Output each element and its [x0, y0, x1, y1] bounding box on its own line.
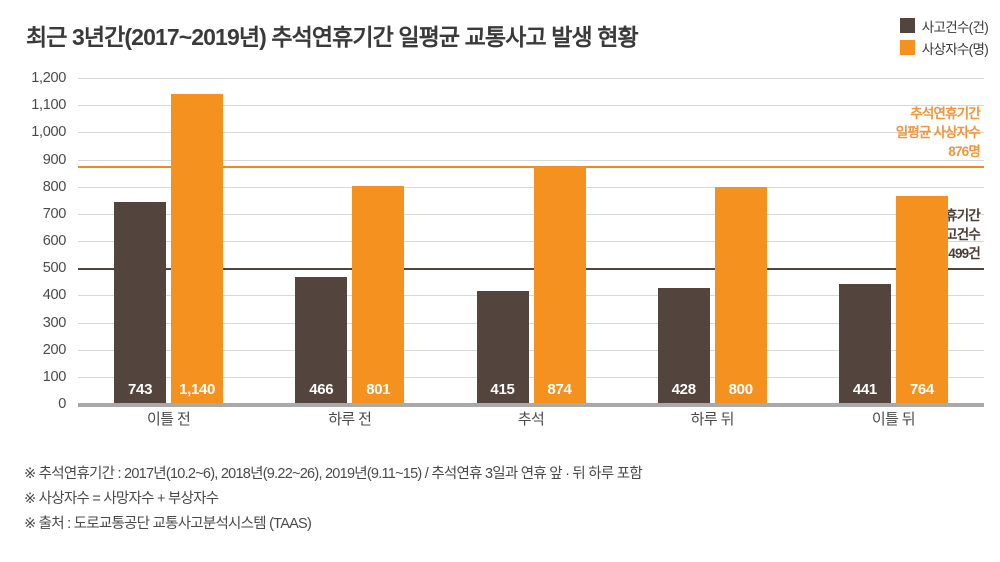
- annotation-casualties-value: 876명: [948, 144, 981, 160]
- bar-accidents[interactable]: 428: [657, 287, 710, 404]
- bar-casualties[interactable]: 801: [352, 186, 405, 404]
- y-tick-label: 800: [42, 178, 67, 195]
- legend-item-accidents: 사고건수(건): [899, 17, 989, 35]
- y-tick-label: 900: [42, 151, 67, 168]
- gridline: [78, 132, 984, 134]
- bar-value-label: 466: [309, 381, 334, 398]
- gridline: [78, 322, 984, 324]
- bar-group: 441 764: [803, 78, 984, 404]
- x-tick-label: 이틀 뒤: [871, 411, 916, 428]
- x-tick-label: 하루 전: [328, 411, 372, 428]
- legend-swatch-accidents-icon: [899, 18, 915, 33]
- annotation-casualties: 추석연휴기간 일평균 사상자수 876명: [895, 104, 981, 161]
- legend-label-casualties: 사상자수(명): [921, 41, 989, 57]
- chart-legend: 사고건수(건) 사상자수(명): [899, 17, 989, 57]
- y-tick-label: 1,100: [31, 97, 66, 114]
- y-tick-label: 400: [42, 287, 67, 304]
- gridline: [78, 295, 984, 297]
- bar-group: 428 800: [622, 78, 803, 404]
- y-tick-label: 500: [42, 260, 67, 277]
- annotation-casualties-line1: 추석연휴기간: [910, 106, 981, 122]
- bar-value-label: 874: [547, 381, 572, 398]
- gridline: [78, 213, 984, 215]
- legend-swatch-casualties-icon: [899, 40, 915, 55]
- x-tick-label: 하루 뒤: [690, 411, 735, 428]
- x-axis: 이틀 전 하루 전 추석 하루 뒤 이틀 뒤: [78, 408, 984, 429]
- bar-casualties[interactable]: 800: [714, 186, 767, 404]
- bar-value-label: 1,140: [179, 381, 216, 398]
- bar-accidents[interactable]: 466: [295, 277, 348, 404]
- legend-item-casualties: 사상자수(명): [899, 39, 989, 57]
- gridline: [78, 105, 984, 107]
- footnote: ※ 출처 : 도로교통공단 교통사고분석시스템 (TAAS): [24, 516, 312, 532]
- bar-accidents[interactable]: 441: [838, 284, 891, 404]
- bar-value-label: 441: [852, 381, 877, 398]
- bar-group: 415 874: [440, 78, 621, 404]
- y-tick-label: 700: [42, 205, 67, 222]
- bar-group: 743 1,140: [78, 78, 259, 404]
- gridline: [78, 159, 984, 161]
- bar-casualties[interactable]: 1,140: [171, 94, 224, 404]
- y-tick-label: 600: [42, 233, 67, 249]
- reference-line-casualties: [78, 166, 984, 169]
- plot-area: 추석연휴기간 일평균 사상자수 876명 추석연휴기간 일평균 사고건수 499…: [78, 78, 984, 407]
- y-tick-label: 1,200: [31, 70, 66, 86]
- footnote: ※ 추석연휴기간 : 2017년(10.2~6), 2018년(9.22~26)…: [24, 466, 643, 482]
- bar-value-label: 743: [128, 381, 153, 398]
- y-tick-label: 100: [42, 368, 67, 385]
- gridline: [78, 186, 984, 188]
- annotation-accidents-value: 499건: [948, 246, 981, 262]
- y-tick-label: 200: [42, 341, 67, 358]
- legend-label-accidents: 사고건수(건): [921, 19, 989, 35]
- bar-value-label: 415: [490, 381, 515, 398]
- x-tick-label: 이틀 전: [147, 411, 191, 428]
- footnote: ※ 사상자수 = 사망자수 + 부상자수: [24, 491, 219, 507]
- bar-accidents[interactable]: 415: [476, 291, 529, 404]
- chart-plot-wrapper: 1,200 1,100 1,000 900 800 700 600 500 400 300 200 1…: [0, 70, 1000, 448]
- x-axis-baseline: [78, 403, 984, 407]
- y-tick-label: 0: [58, 396, 66, 412]
- x-tick-label: 추석: [517, 411, 545, 428]
- gridline: [78, 376, 984, 378]
- gridline: [78, 241, 984, 242]
- y-tick-label: 300: [42, 314, 67, 331]
- bar-value-label: 801: [366, 381, 391, 398]
- bar-casualties[interactable]: 764: [895, 196, 948, 404]
- bar-value-label: 428: [671, 381, 696, 398]
- annotation-casualties-line2: 일평균 사상자수: [895, 125, 981, 141]
- bar-value-label: 764: [909, 381, 934, 398]
- bar-value-label: 800: [728, 381, 753, 398]
- bar-group: 466 801: [259, 78, 440, 404]
- gridline: [78, 78, 984, 79]
- y-axis: 1,200 1,100 1,000 900 800 700 600 500 400 300 200 1…: [0, 70, 72, 412]
- footnotes: ※ 추석연휴기간 : 2017년(10.2~6), 2018년(9.22~26)…: [24, 462, 984, 537]
- gridline: [78, 349, 984, 351]
- page-title: 최근 3년간(2017~2019년) 추석연휴기간 일평균 교통사고 발생 현황: [26, 24, 639, 50]
- chart-header: 최근 3년간(2017~2019년) 추석연휴기간 일평균 교통사고 발생 현황…: [0, 0, 1000, 72]
- bar-casualties[interactable]: 874: [533, 166, 586, 404]
- bar-groups: 743 1,140 466 801 415 874 428 800 441 764: [78, 78, 984, 404]
- reference-line-accidents: [78, 268, 984, 271]
- bar-accidents[interactable]: 743: [114, 202, 167, 404]
- y-tick-label: 1,000: [31, 124, 66, 141]
